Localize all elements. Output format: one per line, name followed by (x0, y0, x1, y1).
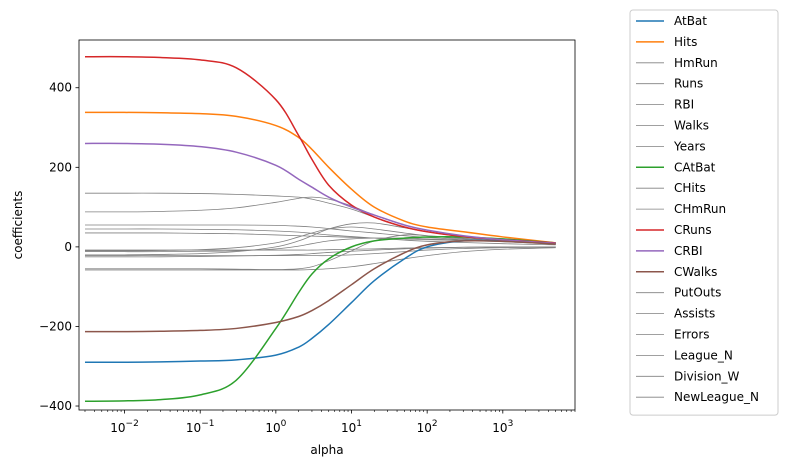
legend-label: CHits (674, 181, 706, 195)
legend-label: Assists (674, 307, 715, 321)
legend-label: Runs (674, 77, 703, 91)
legend-label: CAtBat (674, 160, 716, 174)
legend-label: Hits (674, 35, 697, 49)
legend-box (629, 9, 779, 416)
series-line-cwalks (84, 239, 556, 333)
legend-label: CRuns (674, 223, 712, 237)
series-line-league-n (84, 246, 556, 257)
x-tick-label: 10−1 (186, 419, 215, 435)
series-line-hits (84, 111, 556, 244)
x-axis-ticks: 10−2 10−1 100 101 102 103 (84, 410, 576, 435)
axes-frame (78, 39, 576, 411)
x-tick-label: 103 (492, 419, 513, 435)
series-line-runs (84, 237, 556, 253)
x-axis-label: alpha (310, 443, 343, 457)
series-line-crbi (84, 142, 556, 245)
legend-label: AtBat (674, 14, 707, 28)
legend-label: CWalks (674, 265, 717, 279)
legend-label: Walks (674, 119, 709, 133)
legend-label: League_N (674, 348, 733, 362)
series-line-catbat (84, 235, 556, 402)
series-line-hmrun (84, 232, 556, 245)
x-tick-label: 101 (341, 419, 362, 435)
x-tick-label: 102 (417, 419, 438, 435)
y-tick-label: 400 (49, 81, 72, 95)
y-axis-label: coefficients (11, 191, 25, 260)
y-tick-label: −200 (39, 319, 72, 333)
y-tick-label: 200 (49, 160, 72, 174)
legend-label: HmRun (674, 56, 718, 70)
series-line-cruns (84, 55, 556, 244)
y-tick-label: 0 (64, 240, 72, 254)
series-line-putouts (84, 224, 556, 245)
y-axis-ticks: −400 −200 0 200 400 (39, 81, 79, 413)
legend-label: Years (673, 139, 706, 153)
legend-label: CHmRun (674, 202, 726, 216)
y-tick-label: −400 (39, 399, 72, 413)
legend-label: NewLeague_N (674, 390, 759, 404)
legend-label: Errors (674, 328, 710, 342)
x-tick-label: 10−2 (110, 419, 139, 435)
series-line-newleague-n (84, 246, 556, 251)
plot-lines (84, 55, 556, 402)
legend-label: Division_W (674, 369, 740, 383)
x-tick-label: 100 (265, 419, 286, 435)
legend-label: PutOuts (674, 286, 721, 300)
series-line-atbat (84, 239, 556, 364)
legend-label: CRBI (674, 244, 703, 258)
series-line-division-w (84, 247, 556, 271)
legend-label: RBI (674, 98, 694, 112)
legend: AtBat Hits HmRun Runs RBI Walks Years CAtBat CHi… (629, 9, 779, 416)
